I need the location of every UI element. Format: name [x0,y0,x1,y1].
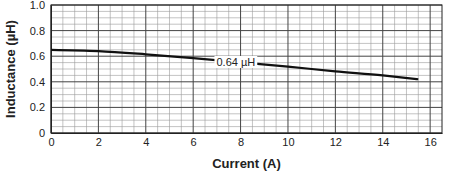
tick-label: 10 [282,136,294,148]
grid-line [51,81,442,82]
tick-label: 16 [425,136,437,148]
grid-line [193,5,194,133]
tick: 10 [282,133,294,148]
tick: 1.0 [30,0,51,11]
tick-label: 0.8 [30,25,45,37]
minor-grid-line [51,126,442,127]
grid-line [98,5,99,133]
axis-line [52,133,443,134]
grid-line [382,5,383,133]
y-axis-title: Inductance (µH) [3,20,18,118]
tick-label: 0.4 [30,76,45,88]
tick-label: 0 [48,136,54,148]
tick-label: 1.0 [30,0,45,11]
tick: 0 [48,133,54,148]
minor-grid-line [51,49,442,50]
tick-label: 8 [238,136,244,148]
minor-grid-line [51,69,442,70]
minor-grid-line [51,17,442,18]
tick-label: 2 [96,136,102,148]
tick: 0 [39,127,51,139]
grid [51,5,442,133]
minor-grid-line [51,113,442,114]
minor-grid-line [51,11,442,12]
x-axis-title: Current (A) [212,156,281,171]
tick: 14 [377,133,389,148]
tick-label: 6 [191,136,197,148]
grid-line [287,5,288,133]
tick: 8 [238,133,244,148]
tick-label: 4 [143,136,149,148]
annotation-background [214,56,257,68]
grid-line [51,30,442,31]
tick: 6 [191,133,197,148]
tick: 12 [330,133,342,148]
minor-grid-line [51,37,442,38]
tick-label: 0 [39,127,45,139]
minor-grid-line [51,24,442,25]
tick: 0.8 [30,25,51,37]
grid-line [145,5,146,133]
chart: 0 2 4 6 8 10 12 14 16 0 0.2 0.4 0.6 0.8 1.0 Current (A)… [0,0,450,172]
minor-grid-line [51,43,442,44]
tick: 0.2 [30,101,51,113]
tick: 4 [143,133,149,148]
plot-area [51,50,418,79]
grid-line [430,5,431,133]
annotation-text: 0.64 µH [216,56,255,68]
grid-line [51,107,442,108]
annotation: 0.64 µH [214,56,257,68]
axis-line [51,6,52,134]
grid-line [335,5,336,133]
tick: 16 [425,133,437,148]
tick-label: 14 [377,136,389,148]
tick-label: 0.2 [30,101,45,113]
y-axis: 0 0.2 0.4 0.6 0.8 1.0 [30,0,52,139]
tick-label: 0.6 [30,50,45,62]
minor-grid-line [51,101,442,102]
minor-grid-line [51,120,442,121]
tick: 0.6 [30,50,51,62]
minor-grid-line [51,88,442,89]
grid-line [240,5,241,133]
tick: 0.4 [30,76,51,88]
inductance-line [51,50,418,79]
minor-grid-line [51,94,442,95]
tick-label: 12 [330,136,342,148]
x-axis: 0 2 4 6 8 10 12 14 16 [48,133,442,148]
plot-frame [51,5,442,133]
tick: 2 [96,133,102,148]
